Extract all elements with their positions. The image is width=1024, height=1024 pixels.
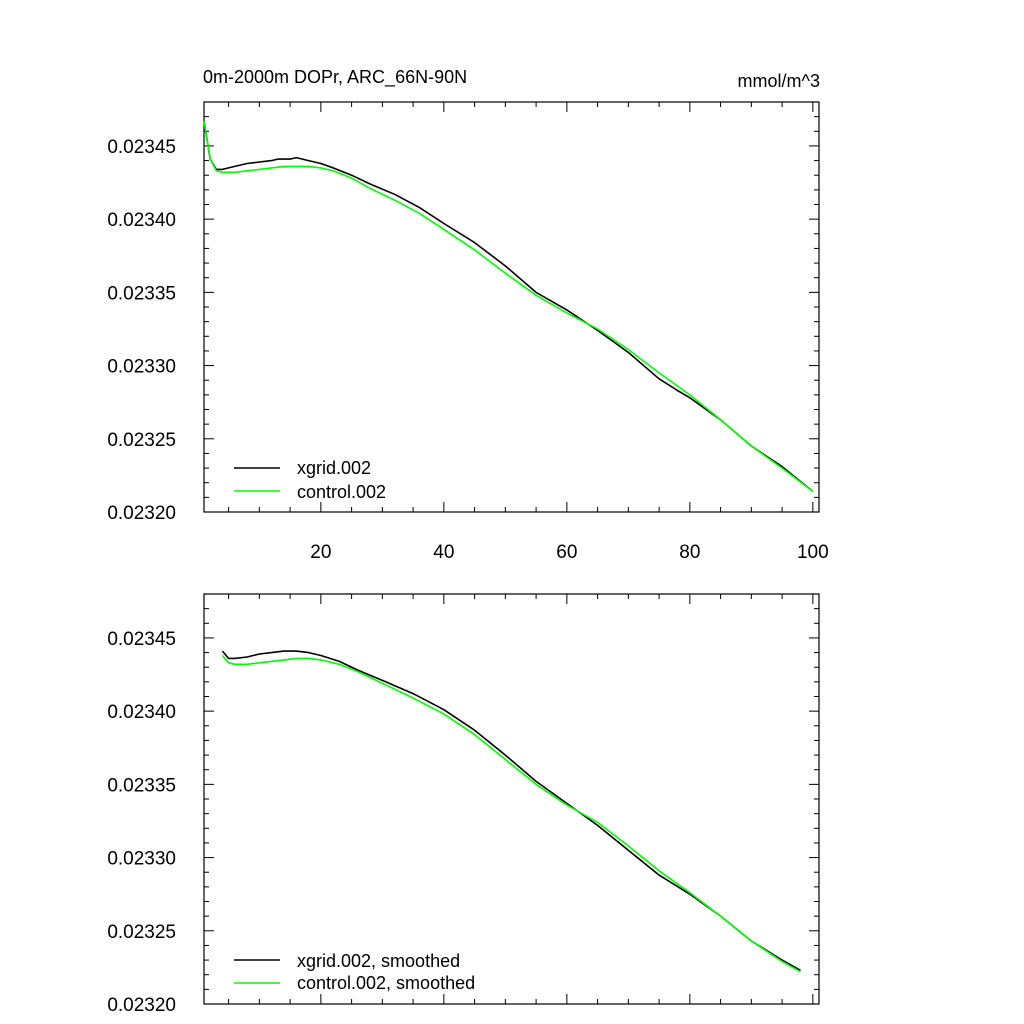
top-panel: 0m-2000m DOPr, ARC_66N-90N mmol/m^3 20 40… [107, 67, 828, 563]
y-tick-label: 0.02340 [107, 210, 176, 231]
legend: xgrid.002, smoothed control.002, smoothe… [234, 951, 475, 993]
y-tick-label: 0.02330 [107, 357, 176, 378]
y-tick-label: 0.02340 [107, 702, 176, 723]
x-tick-label: 20 [310, 542, 331, 563]
series-layer [221, 650, 801, 973]
y-tick-label: 0.02345 [107, 137, 176, 158]
y-tick-label: 0.02320 [107, 503, 176, 524]
legend-label-xgrid: xgrid.002 [297, 458, 371, 478]
y-tick-label: 0.02325 [107, 922, 176, 943]
x-tick-label: 80 [679, 542, 700, 563]
legend: xgrid.002 control.002 [234, 458, 386, 502]
series-line-control-002 [203, 120, 814, 493]
x-tick-label: 40 [433, 542, 454, 563]
x-tick-label: 60 [556, 542, 577, 563]
y-tick-label: 0.02320 [107, 995, 176, 1016]
y-ticks: 0.02320 0.02325 0.02330 0.02335 0.02340 0.023… [107, 101, 819, 524]
units-label: mmol/m^3 [738, 71, 820, 91]
series-line-xgrid-002 [203, 120, 814, 493]
y-tick-label: 0.02335 [107, 775, 176, 796]
legend-label-xgrid-smoothed: xgrid.002, smoothed [297, 951, 460, 971]
series-line-control-002 [221, 654, 801, 973]
chart-title: 0m-2000m DOPr, ARC_66N-90N [203, 67, 467, 88]
y-tick-label: 0.02325 [107, 430, 176, 451]
legend-label-control-smoothed: control.002, smoothed [297, 973, 475, 993]
x-tick-label: 100 [797, 542, 829, 563]
x-ticks: 20 40 60 80 100 [228, 102, 829, 563]
series-layer [203, 120, 814, 493]
y-ticks: 0.02320 0.02325 0.02330 0.02335 0.02340 0.023… [107, 593, 819, 1016]
x-ticks [228, 594, 814, 1004]
y-tick-label: 0.02330 [107, 849, 176, 870]
y-tick-label: 0.02335 [107, 283, 176, 304]
series-line-xgrid-002 [221, 650, 801, 971]
bottom-panel: 0.02320 0.02325 0.02330 0.02335 0.02340 0.023… [107, 593, 820, 1016]
legend-label-control: control.002 [297, 482, 386, 502]
y-tick-label: 0.02345 [107, 629, 176, 650]
